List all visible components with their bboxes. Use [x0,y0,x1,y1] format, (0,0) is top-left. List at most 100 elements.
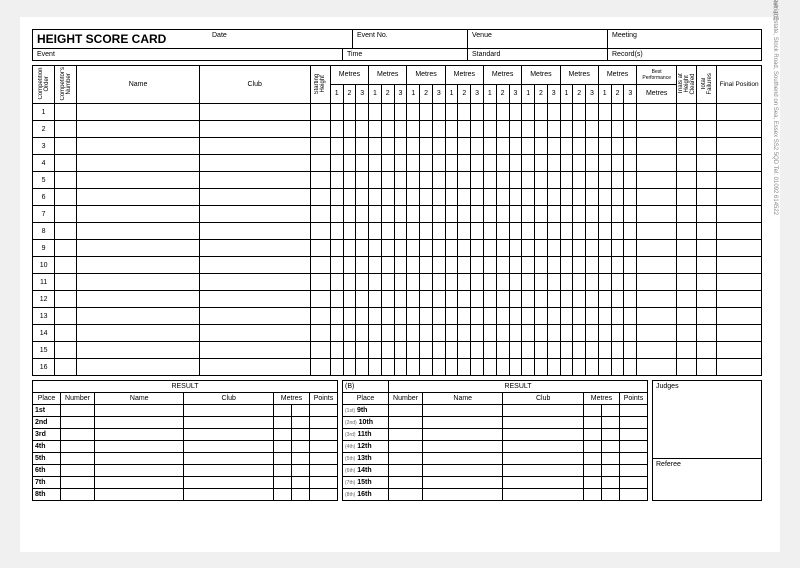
resA-col: Metres [273,393,309,405]
place: (6th) 14th [343,465,389,477]
result-row: (6th) 14th [343,465,648,477]
rownum: 9 [33,240,55,257]
table-row: 4 [33,155,762,172]
resA-col: Points [309,393,337,405]
result-row: (4th) 12th [343,441,648,453]
col-attempt: 2 [343,84,356,103]
col-finalpos: Final Position [717,65,762,104]
card-title: HEIGHT SCORE CARD [33,30,208,48]
place: (5th) 13th [343,453,389,465]
col-attempt: 3 [471,84,484,103]
col-attempt: 2 [381,84,394,103]
rownum: 13 [33,308,55,325]
resB-col: Metres [583,393,619,405]
table-row: 10 [33,257,762,274]
table-row: 3 [33,138,762,155]
lbl-standard: Standard [468,49,608,60]
table-row: 11 [33,274,762,291]
rownum: 2 [33,121,55,138]
col-attempt: 1 [560,84,573,103]
place: 7th [33,477,61,489]
result-row: 7th [33,477,338,489]
result-row: 8th [33,489,338,501]
place: 2nd [33,417,61,429]
resB-col: Place [343,393,389,405]
col-bestperf: Best Performance [637,65,677,84]
place: 8th [33,489,61,501]
rownum: 15 [33,342,55,359]
col-attempt: 1 [407,84,420,103]
table-row: 5 [33,172,762,189]
result-row: (3rd) 11th [343,429,648,441]
col-bestmetres: Metres [637,84,677,103]
resB-col: Club [503,393,583,405]
resB-title: RESULT [389,381,648,393]
main-table: Competition OrderCompetitor's NumberName… [32,65,762,377]
lbl-records: Record(s) [608,49,761,60]
result-row: 4th [33,441,338,453]
rownum: 4 [33,155,55,172]
col-trials: Trials at Height Cleared [678,65,696,103]
result-row: 2nd [33,417,338,429]
table-row: 16 [33,359,762,376]
rownum: 16 [33,359,55,376]
resB-prefix: (B) [343,381,389,393]
judges-label: Judges [653,381,761,459]
table-row: 1 [33,104,762,121]
rownum: 10 [33,257,55,274]
result-b-box: (B)RESULT PlaceNumberNameClubMetresPoint… [342,380,648,501]
header-row2: Event Time Standard Record(s) [32,49,762,61]
col-metres-3: Metres [445,65,483,84]
lbl-time: Time [343,49,468,60]
rownum: 5 [33,172,55,189]
col-attempt: 2 [458,84,471,103]
col-attempt: 3 [624,84,637,103]
col-compnum: Competitor's Number [60,66,72,102]
col-attempt: 1 [445,84,458,103]
bottom-section: RESULT PlaceNumberNameClubMetresPoints 1… [32,380,762,501]
col-attempt: 3 [432,84,445,103]
col-metres-1: Metres [369,65,407,84]
scorecard-sheet: Ref: 102 Tilley & Son, Unit 10 Robert Le… [20,17,780,552]
place: 1st [33,405,61,417]
col-attempt: 1 [483,84,496,103]
place: (7th) 15th [343,477,389,489]
result-row: 3rd [33,429,338,441]
table-row: 9 [33,240,762,257]
col-attempt: 1 [369,84,382,103]
lbl-event: Event [33,49,343,60]
col-metres-7: Metres [598,65,636,84]
table-row: 13 [33,308,762,325]
lbl-meeting: Meeting [612,32,757,39]
result-row: (7th) 15th [343,477,648,489]
table-row: 8 [33,223,762,240]
col-attempt: 3 [586,84,599,103]
col-attempt: 2 [420,84,433,103]
lbl-date: Date [212,32,348,39]
table-row: 2 [33,121,762,138]
rownum: 7 [33,206,55,223]
lbl-venue: Venue [472,32,603,39]
resA-col: Place [33,393,61,405]
place: (2nd) 10th [343,417,389,429]
resA-title: RESULT [33,381,338,393]
result-a-table: RESULT PlaceNumberNameClubMetresPoints 1… [32,380,338,501]
place: (3rd) 11th [343,429,389,441]
table-row: 15 [33,342,762,359]
col-attempt: 1 [330,84,343,103]
col-comporder: Competition Order [38,65,50,103]
place: 4th [33,441,61,453]
col-metres-2: Metres [407,65,445,84]
col-attempt: 2 [535,84,548,103]
place: (4th) 12th [343,441,389,453]
col-attempt: 3 [394,84,407,103]
col-attempt: 3 [509,84,522,103]
lbl-eventno: Event No. [357,32,463,39]
result-row: (8th) 16th [343,489,648,501]
col-metres-5: Metres [522,65,560,84]
side-printer: Tilley & Son, Unit 10 Robert Leonard Ind… [772,0,778,215]
resA-col: Number [61,393,95,405]
rownum: 11 [33,274,55,291]
place: 6th [33,465,61,477]
result-row: (1st) 9th [343,405,648,417]
